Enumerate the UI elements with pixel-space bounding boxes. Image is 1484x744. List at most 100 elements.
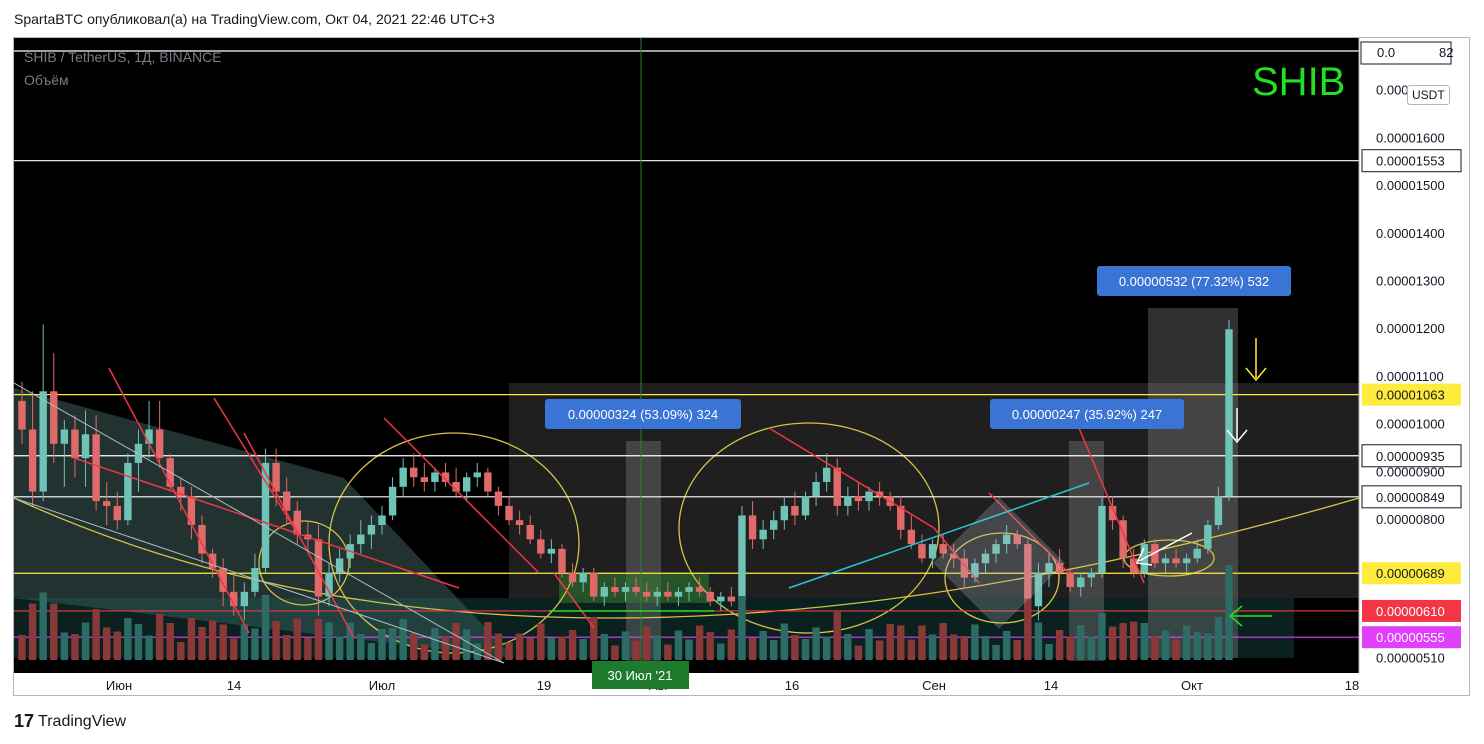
candle-body (611, 587, 619, 592)
volume-bar (155, 614, 164, 660)
volume-bar (886, 624, 894, 660)
publication-header: SpartaBTC опубликовал(а) на TradingView.… (14, 11, 495, 27)
level-tag-0: 0.00001553 (1376, 154, 1445, 169)
volume-bar (39, 592, 47, 660)
candle-body (664, 591, 672, 597)
trend-line-8 (988, 492, 1070, 574)
x-tick-label: 19 (537, 678, 551, 693)
level-tag-5: 0.00000610 (1376, 604, 1445, 619)
candle-body (1119, 520, 1127, 559)
candle-body (145, 429, 153, 444)
symbol-label: SHIB / TetherUS, 1Д, BINANCE (24, 49, 222, 65)
candle-body (568, 572, 577, 583)
currency-badge[interactable]: USDT (1407, 85, 1450, 105)
volume-bar (844, 634, 852, 660)
rounding-bottom-arc (14, 497, 1360, 619)
candle-body (473, 472, 481, 478)
candle-body (1193, 548, 1201, 559)
trend-line-3 (243, 432, 355, 639)
volume-bar (526, 637, 534, 660)
candle-body (748, 515, 757, 540)
candle-body (685, 587, 693, 592)
candle-body (1130, 558, 1138, 573)
candlestick-chart[interactable]: 0.00000532 (77.32%) 532 0.00000324 (53.09… (14, 38, 1470, 696)
candle-body (134, 443, 143, 463)
volume-bar (208, 620, 217, 660)
volume-bar (600, 634, 609, 660)
candle-body (1055, 563, 1064, 573)
candle-body (410, 467, 418, 478)
candle-body (155, 429, 164, 459)
volume-bar (770, 640, 778, 660)
candle-body (939, 544, 947, 554)
candle-body (1002, 534, 1011, 545)
candle-body (812, 482, 820, 497)
candle-body (822, 467, 831, 483)
green-left-arrow (1228, 605, 1272, 627)
volume-bar (1130, 621, 1138, 660)
volume-bar (304, 637, 312, 660)
volume-bar (1034, 622, 1043, 660)
cursor-date-bg (592, 661, 689, 689)
volume-bar (738, 596, 746, 660)
candle-body (1204, 524, 1212, 549)
volume-bar (1119, 623, 1127, 660)
candle-body (632, 587, 640, 592)
volume-bar (420, 644, 429, 660)
candle-body (1108, 505, 1117, 521)
volume-bar (537, 623, 545, 660)
volume-bar (642, 626, 651, 660)
volume-bar (621, 631, 630, 660)
volume-bar (452, 623, 460, 660)
volume-bar (399, 619, 407, 660)
trend-line-10 (553, 572, 595, 629)
candle-body (420, 477, 429, 483)
volume-bar (124, 618, 132, 660)
volume-bar (897, 625, 905, 660)
volume-bar (484, 622, 492, 660)
candle-body (706, 591, 714, 602)
candle-body (875, 491, 884, 497)
candle-body (452, 482, 460, 492)
tradingview-logo[interactable]: 17 TradingView (14, 711, 126, 732)
channel-upper-line (14, 382, 505, 664)
top-price-fragment: 0.0 (1377, 45, 1395, 60)
candle-body (335, 558, 344, 573)
volume-bar (1024, 598, 1032, 660)
y-tick-label: 0.00001600 (1376, 130, 1445, 145)
volume-bar (272, 621, 280, 660)
level-tag-2: 0.00000935 (1376, 449, 1445, 464)
tradingview-logo-text: TradingView (38, 712, 127, 730)
candle-body (515, 520, 524, 525)
volume-bar (410, 633, 418, 660)
candle-body (367, 524, 376, 535)
volume-bar (367, 643, 376, 660)
volume-bar (113, 631, 121, 660)
top-price-tail: 82 (1439, 45, 1453, 60)
candle-body (60, 429, 69, 444)
candle-body (1161, 558, 1170, 564)
x-tick-label: Сен (922, 678, 946, 693)
level-tag-bg-4 (1362, 562, 1461, 585)
candle-body (325, 572, 333, 597)
volume-bar (706, 632, 714, 660)
volume-bar (727, 629, 736, 660)
candle-body (738, 515, 746, 602)
volume-bar (187, 618, 196, 660)
x-tick-label: 16 (785, 678, 799, 693)
candle-body (102, 501, 111, 506)
volume-bar (1045, 644, 1053, 660)
trend-line-5 (383, 417, 540, 574)
volume-bar (579, 639, 587, 660)
y-tick-label: 0.00001100 (1376, 369, 1444, 384)
chart-panel[interactable]: 0.00000532 (77.32%) 532 0.00000324 (53.09… (13, 37, 1470, 696)
level-tag-bg-2 (1361, 444, 1462, 468)
volume-bar (134, 624, 143, 660)
volume-bar (1140, 623, 1149, 660)
measure-label-3: 0.00000247 (35.92%) 247 (1012, 407, 1162, 422)
candle-body (28, 429, 37, 492)
volume-bar (568, 630, 577, 660)
candle-body (950, 553, 958, 559)
volume-bar (759, 631, 767, 660)
candle-body (357, 534, 365, 545)
